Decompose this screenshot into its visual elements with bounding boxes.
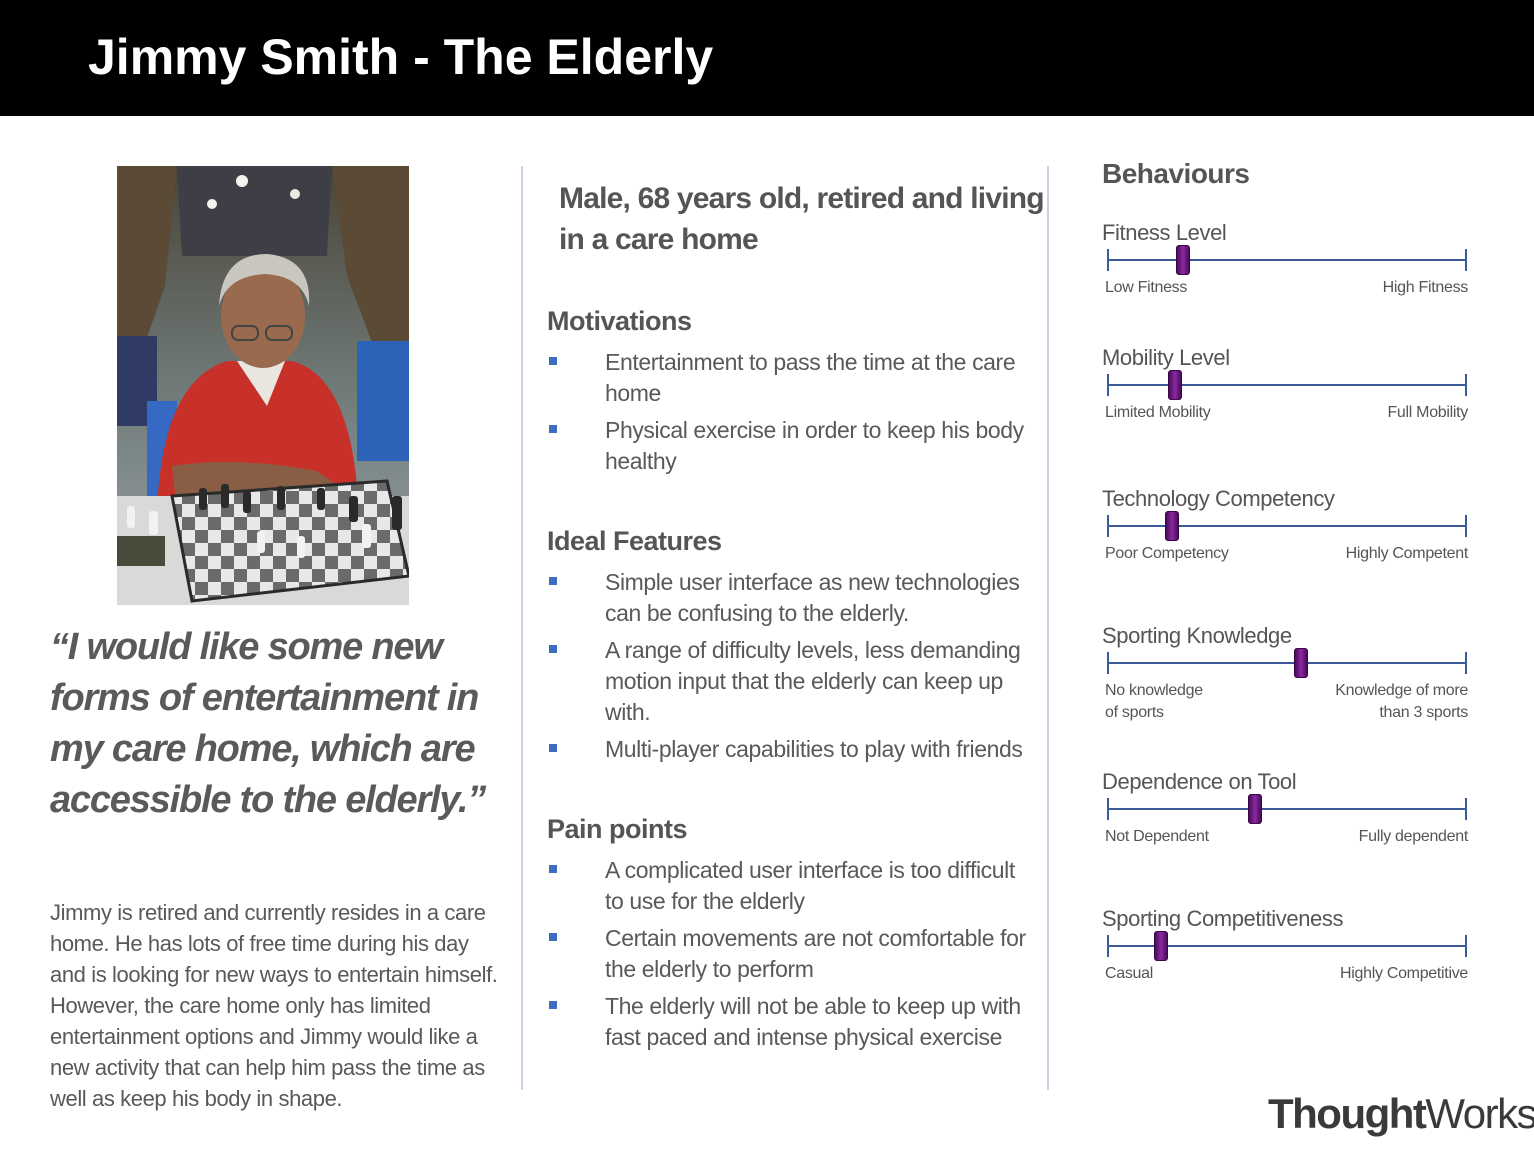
slider-low-label: Casual — [1105, 965, 1154, 982]
slider-label: Sporting Knowledge — [1102, 623, 1292, 648]
persona-photo — [117, 166, 409, 605]
list-item: A range of difficulty levels, less deman… — [547, 635, 1027, 728]
slider-track — [1107, 384, 1467, 386]
logo-text-bold: Thought — [1268, 1090, 1427, 1137]
bullet-icon — [549, 577, 557, 585]
slider-cap-left — [1107, 652, 1109, 674]
slider-low-label: Limited Mobility — [1105, 404, 1211, 421]
slider-high-label: Full Mobility — [1387, 404, 1468, 421]
list-item: Multi-player capabilities to play with f… — [547, 734, 1027, 765]
list-item: A complicated user interface is too diff… — [547, 855, 1027, 917]
page-title: Jimmy Smith - The Elderly — [88, 29, 714, 85]
slider-track — [1107, 808, 1467, 810]
motivations-list: Entertainment to pass the time at the ca… — [547, 347, 1027, 483]
slider-high-label: High Fitness — [1382, 279, 1469, 296]
column-divider-left — [521, 166, 523, 1090]
logo-text-light: Works — [1425, 1090, 1534, 1137]
header-bar: Jimmy Smith - The Elderly — [0, 0, 1534, 116]
slider-cap-left — [1107, 249, 1109, 271]
slider-cap-left — [1107, 374, 1109, 396]
slider-label: Dependence on Tool — [1102, 769, 1297, 794]
slider-label: Fitness Level — [1102, 220, 1227, 245]
ideal-features-title: Ideal Features — [547, 526, 722, 556]
slider-cap-left — [1107, 935, 1109, 957]
slider-handle[interactable] — [1168, 370, 1183, 400]
slider-high-label: Fully dependent — [1358, 828, 1469, 845]
slider-track — [1107, 259, 1467, 261]
slider-track — [1107, 662, 1467, 664]
slider-cap-right — [1465, 935, 1467, 957]
pain-points-list: A complicated user interface is too diff… — [547, 855, 1027, 1059]
persona-quote: “I would like some new forms of entertai… — [50, 626, 486, 821]
slider-low-label: Poor Competency — [1105, 545, 1229, 562]
bullet-icon — [549, 865, 557, 873]
motivations-title: Motivations — [547, 306, 692, 336]
slider-low-label: Low Fitness — [1105, 279, 1188, 296]
slider-track — [1107, 945, 1467, 947]
slider-handle[interactable] — [1247, 794, 1262, 824]
bullet-icon — [549, 425, 557, 433]
list-item: Entertainment to pass the time at the ca… — [547, 347, 1027, 409]
slider-cap-left — [1107, 798, 1109, 820]
slider-cap-left — [1107, 515, 1109, 537]
bullet-icon — [549, 357, 557, 365]
bullet-icon — [549, 933, 557, 941]
slider-low-label: No knowledge of sports — [1105, 682, 1203, 721]
list-item: The elderly will not be able to keep up … — [547, 991, 1027, 1053]
thoughtworks-logo: ThoughtWorks® — [1268, 1090, 1534, 1138]
slider-handle[interactable] — [1154, 931, 1168, 961]
slider-handle[interactable] — [1175, 245, 1190, 275]
ideal-features-list: Simple user interface as new technologie… — [547, 567, 1027, 771]
bullet-icon — [549, 1001, 557, 1009]
slider-cap-right — [1465, 798, 1467, 820]
slider-handle[interactable] — [1164, 511, 1179, 541]
slider-label: Technology Competency — [1102, 486, 1335, 511]
slider-cap-right — [1465, 515, 1467, 537]
slider-high-label: Highly Competitive — [1340, 965, 1468, 982]
slider-low-label: Not Dependent — [1105, 828, 1209, 845]
slider-handle[interactable] — [1294, 648, 1309, 678]
slider-label: Sporting Competitiveness — [1102, 906, 1344, 931]
slider-track — [1107, 525, 1467, 527]
column-divider-right — [1047, 166, 1049, 1090]
bullet-icon — [549, 645, 557, 653]
slider-label: Mobility Level — [1102, 345, 1230, 370]
list-item: Certain movements are not comfortable fo… — [547, 923, 1027, 985]
list-item: Simple user interface as new technologie… — [547, 567, 1027, 629]
list-item: Physical exercise in order to keep his b… — [547, 415, 1027, 477]
slider-cap-right — [1465, 652, 1467, 674]
behaviours-title: Behaviours — [1102, 158, 1250, 189]
bullet-icon — [549, 744, 557, 752]
slider-high-label: Highly Competent — [1345, 545, 1469, 562]
persona-bio: Jimmy is retired and currently resides i… — [50, 900, 498, 1111]
slider-high-label: Knowledge of more than 3 sports — [1335, 682, 1468, 721]
slider-cap-right — [1465, 374, 1467, 396]
persona-photo-image — [117, 166, 409, 605]
persona-summary: Male, 68 years old, retired and living i… — [559, 182, 1045, 256]
slider-cap-right — [1465, 249, 1467, 271]
pain-points-title: Pain points — [547, 814, 688, 844]
